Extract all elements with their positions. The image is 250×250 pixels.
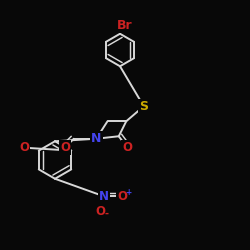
Text: O: O [19, 141, 29, 154]
Text: Br: Br [117, 19, 132, 32]
Text: N: N [99, 190, 109, 203]
Text: O: O [60, 141, 70, 154]
Text: O: O [118, 190, 128, 203]
Text: +: + [126, 188, 132, 197]
Text: O: O [95, 205, 105, 218]
Text: S: S [139, 100, 148, 113]
Text: O: O [122, 141, 132, 154]
Text: N: N [91, 132, 102, 145]
Text: -: - [104, 208, 108, 218]
